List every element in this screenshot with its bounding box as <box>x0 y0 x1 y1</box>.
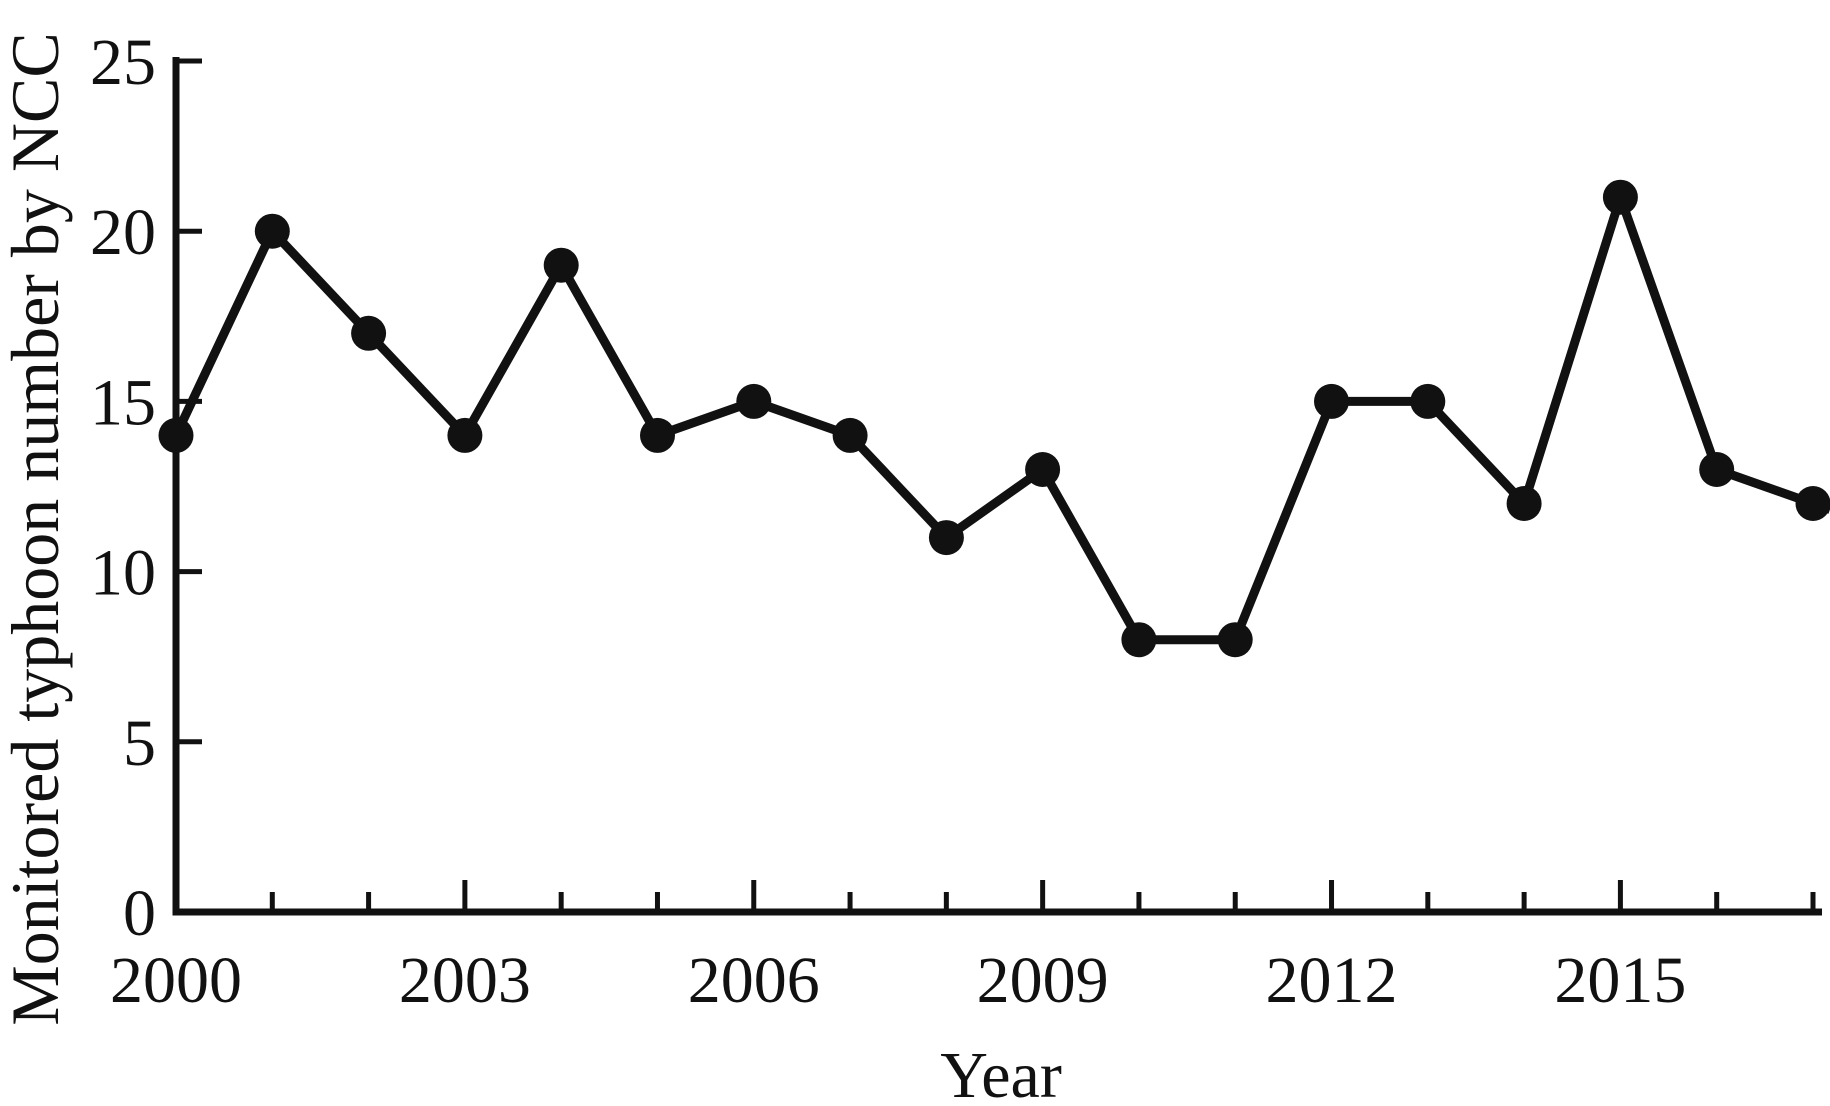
data-point-2015 <box>1602 179 1638 215</box>
data-point-2017 <box>1795 486 1830 521</box>
data-point-2006 <box>736 383 772 419</box>
y-axis-title: Monitored typhoon number by NCC <box>0 32 73 1026</box>
data-series-typhoon-count <box>158 179 1830 658</box>
axes-layer: 0 5 10 15 20 25 2000 2003 2006 2009 2012 2015 <box>90 26 1822 1017</box>
data-point-2012 <box>1314 383 1349 419</box>
x-tick-label-2015: 2015 <box>1554 944 1686 1017</box>
data-point-2009 <box>1025 452 1061 487</box>
y-tick-label-0: 0 <box>123 877 156 950</box>
y-tick-label-20: 20 <box>90 196 156 269</box>
data-point-2013 <box>1410 383 1446 419</box>
y-tick-label-5: 5 <box>123 707 156 780</box>
y-tick-label-15: 15 <box>90 366 156 439</box>
data-point-2008 <box>928 520 964 556</box>
data-point-2010 <box>1121 622 1157 658</box>
x-tick-label-2012: 2012 <box>1266 944 1398 1017</box>
data-point-2000 <box>158 417 194 453</box>
data-point-2016 <box>1699 452 1735 487</box>
x-tick-label-2003: 2003 <box>399 944 531 1017</box>
x-tick-label-2006: 2006 <box>688 944 820 1017</box>
y-tick-label-25: 25 <box>90 26 156 99</box>
data-point-2005 <box>640 417 675 453</box>
x-tick-label-2000: 2000 <box>110 944 242 1017</box>
data-point-2011 <box>1217 622 1253 658</box>
data-point-2003 <box>447 417 483 453</box>
data-point-2014 <box>1506 486 1542 521</box>
data-point-2007 <box>832 417 868 453</box>
x-tick-label-2009: 2009 <box>977 944 1109 1017</box>
series-polyline <box>171 192 1830 645</box>
data-point-2004 <box>543 247 579 283</box>
y-tick-label-10: 10 <box>90 537 156 610</box>
x-axis-title: Year <box>940 1039 1062 1106</box>
data-point-2002 <box>351 315 387 351</box>
data-point-2001 <box>254 213 290 249</box>
